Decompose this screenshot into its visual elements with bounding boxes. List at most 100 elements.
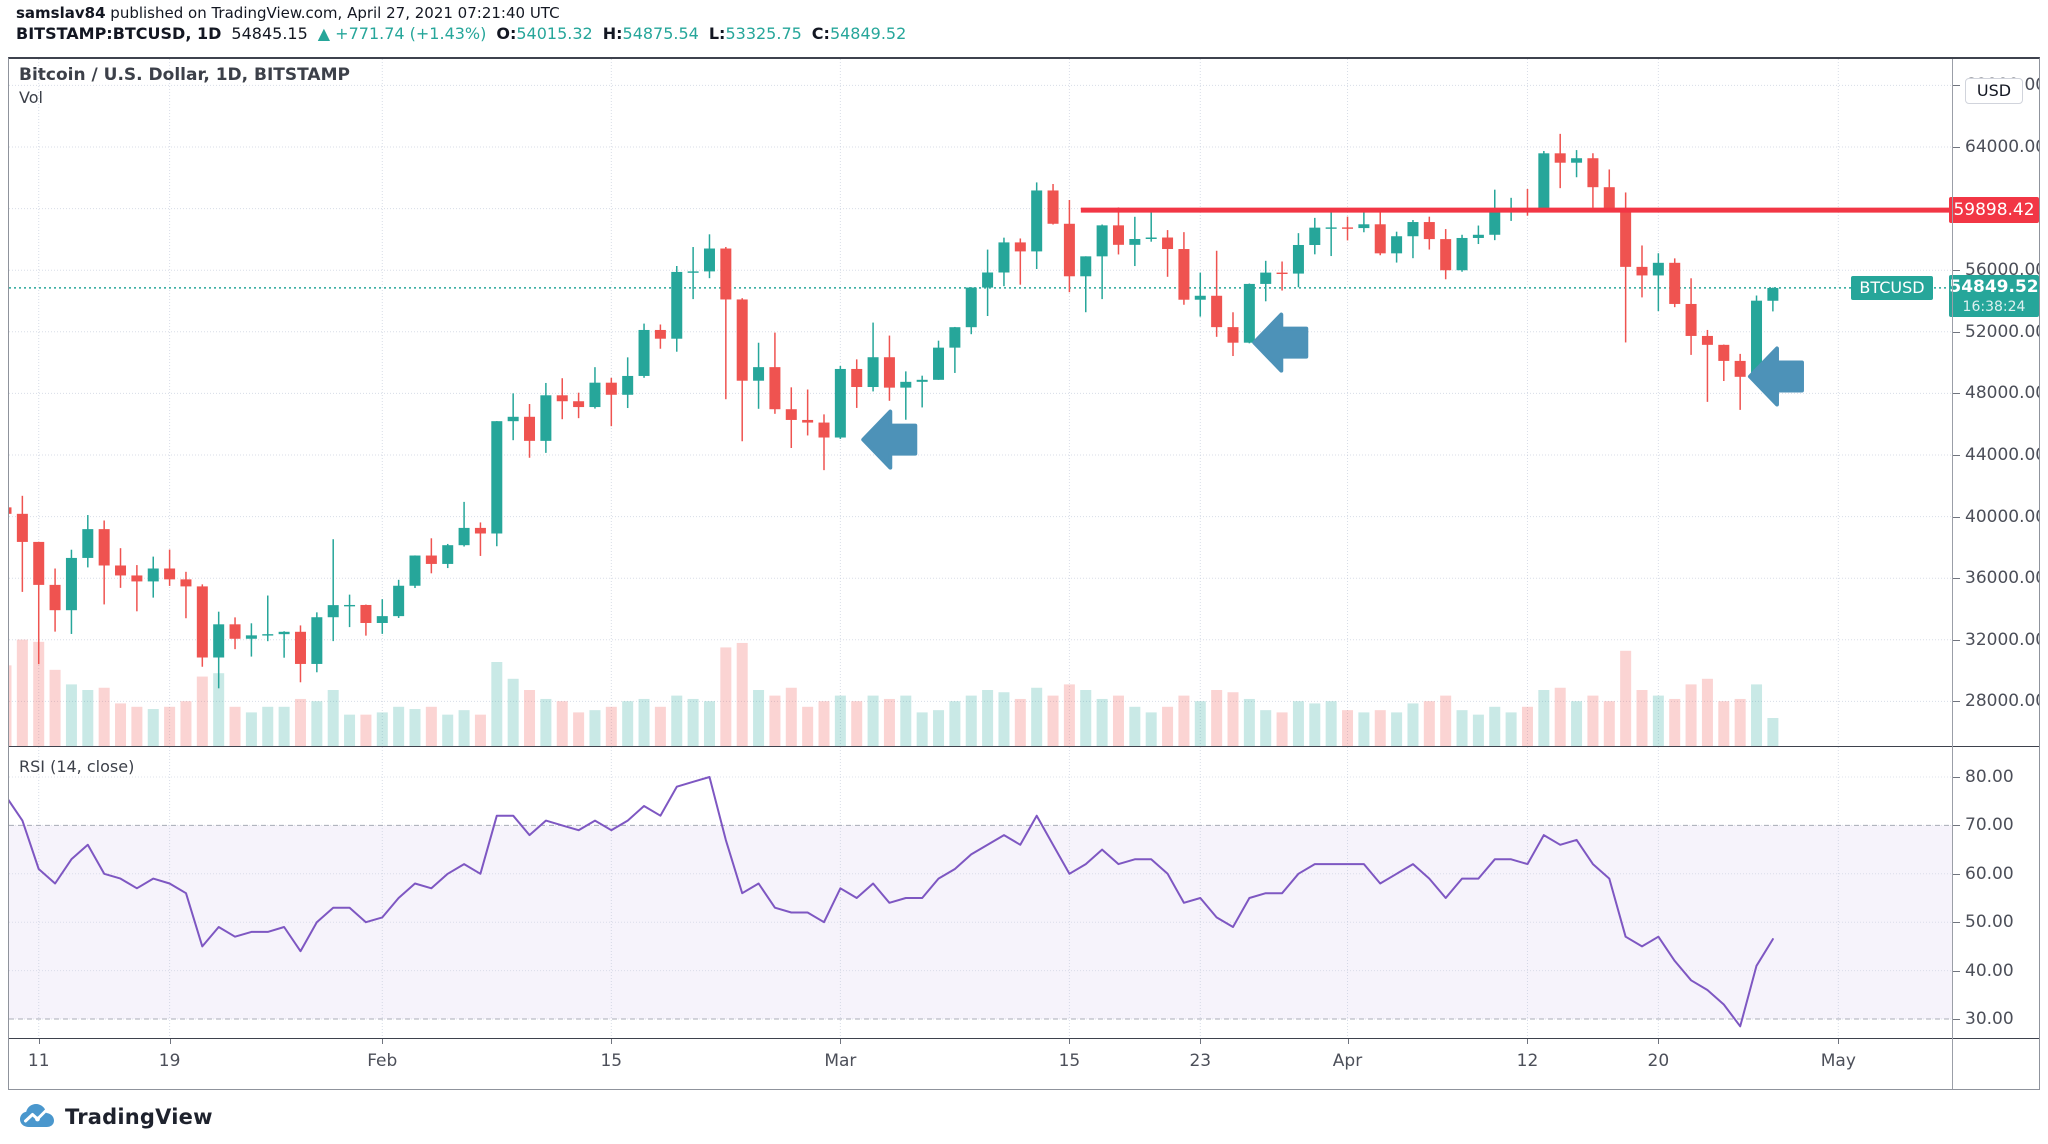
rsi-legend: RSI (14, close) xyxy=(19,757,135,776)
candle xyxy=(769,332,781,414)
candle xyxy=(949,326,961,373)
candle xyxy=(474,522,486,556)
axis-tick xyxy=(38,1039,40,1044)
candle xyxy=(1718,344,1730,382)
axis-tick xyxy=(1953,455,1960,456)
volume-bar xyxy=(1669,698,1681,746)
volume-bar xyxy=(785,687,797,746)
chart-frame: Bitcoin / U.S. Dollar, 1D, BITSTAMP Vol … xyxy=(8,57,2040,1090)
candle xyxy=(442,543,454,569)
candle xyxy=(1276,261,1288,291)
volume-bar xyxy=(818,701,830,746)
price-axis-label: 40000.00 xyxy=(1965,506,2039,527)
volume-bar xyxy=(982,690,994,746)
volume-bar xyxy=(1211,690,1223,746)
volume-bar xyxy=(1440,695,1452,746)
volume-bar xyxy=(1178,695,1190,746)
candle xyxy=(196,584,208,667)
candle xyxy=(376,599,388,634)
axis-tick xyxy=(1953,777,1960,778)
candle xyxy=(1211,250,1223,337)
candle xyxy=(1391,231,1403,263)
volume-bar xyxy=(834,695,846,746)
time-axis-label: 12 xyxy=(1516,1051,1539,1071)
candle xyxy=(1456,234,1468,272)
volume-bar xyxy=(1718,701,1730,746)
volume-bar xyxy=(703,701,715,746)
rsi-scale[interactable]: 80.00 70.00 60.00 50.00 40.00 30.00 xyxy=(1953,747,2039,1038)
candle xyxy=(703,234,715,279)
volume-bar xyxy=(311,701,323,746)
rsi-chart-canvas[interactable] xyxy=(9,747,1952,1038)
volume-bar xyxy=(1734,698,1746,746)
volume-bar xyxy=(998,692,1010,746)
price-axis-label: 32000.00 xyxy=(1965,629,2039,650)
time-axis-label: Feb xyxy=(367,1051,398,1071)
rsi-axis-label: 30.00 xyxy=(1965,1009,2014,1029)
candle xyxy=(98,520,110,605)
axis-tick xyxy=(1838,1039,1840,1044)
time-axis-label: 15 xyxy=(600,1051,623,1071)
volume-bar xyxy=(916,712,928,746)
axis-tick xyxy=(1527,1039,1529,1044)
candle xyxy=(1423,216,1435,250)
brand-name: TradingView xyxy=(65,1105,213,1129)
arrow-annotation[interactable] xyxy=(861,409,918,470)
candle xyxy=(16,495,28,592)
price-axis-label: 64000.00 xyxy=(1965,137,2039,157)
volume-bar xyxy=(867,695,879,746)
volume-bar xyxy=(540,698,552,746)
volume-bar xyxy=(753,690,765,746)
arrow-annotation[interactable] xyxy=(1747,346,1804,407)
volume-bar xyxy=(1276,712,1288,746)
candle xyxy=(1194,272,1206,317)
candle xyxy=(1701,329,1713,402)
current-price-flag: 54849.52 16:38:24 xyxy=(1949,275,2039,317)
logo-dot-icon xyxy=(35,1116,40,1122)
volume-bar xyxy=(409,709,421,746)
resistance-price-flag: 59898.42 xyxy=(1949,197,2039,223)
axis-tick xyxy=(1953,85,1960,87)
candle xyxy=(1603,169,1615,213)
volume-bar xyxy=(1047,695,1059,746)
volume-bar xyxy=(1391,712,1403,746)
volume-bar xyxy=(1260,710,1272,746)
volume-bar xyxy=(965,695,977,746)
rsi-pane: RSI (14, close) 80.00 70.00 60.00 50.00 40.0… xyxy=(9,747,2039,1039)
candle xyxy=(1358,208,1370,233)
candle xyxy=(1178,232,1190,305)
volume-bar xyxy=(556,701,568,746)
volume-bar xyxy=(294,698,306,746)
time-scale[interactable]: 11 19 Feb 15 Mar 15 23 Apr 12 20 May xyxy=(9,1039,2039,1088)
volume-bar xyxy=(1325,701,1337,746)
currency-toggle-button[interactable]: USD xyxy=(1965,78,2023,104)
axis-tick xyxy=(1953,873,1960,875)
price-scale[interactable]: USD 59898.42 54849.52 16:38:24 68000.006… xyxy=(1949,59,2039,746)
current-price-symbol-flag: BTCUSD xyxy=(1851,276,1933,300)
username: samslav84 xyxy=(16,4,106,22)
rsi-band xyxy=(9,825,1952,1019)
candle xyxy=(327,539,339,642)
candle xyxy=(720,246,732,400)
tradingview-logo[interactable] xyxy=(18,1103,56,1131)
candle xyxy=(1031,182,1043,269)
candle xyxy=(605,377,617,427)
candle xyxy=(916,375,928,408)
price-chart-canvas[interactable] xyxy=(9,59,1952,746)
volume-bar xyxy=(1587,695,1599,746)
arrow-annotation[interactable] xyxy=(1252,312,1309,373)
volume-bar xyxy=(720,647,732,746)
rsi-axis-label: 70.00 xyxy=(1965,815,2014,836)
time-axis-label: 11 xyxy=(27,1051,50,1071)
candle xyxy=(1162,230,1174,277)
candle xyxy=(1734,353,1746,410)
volume-legend: Vol xyxy=(19,88,43,107)
axis-tick xyxy=(1953,970,1960,972)
candle xyxy=(802,389,814,436)
volume-bar xyxy=(1652,695,1664,746)
volume-bar xyxy=(654,706,666,746)
volume-bar xyxy=(802,706,814,746)
volume-bar xyxy=(1554,687,1566,746)
volume-bar xyxy=(344,714,356,746)
